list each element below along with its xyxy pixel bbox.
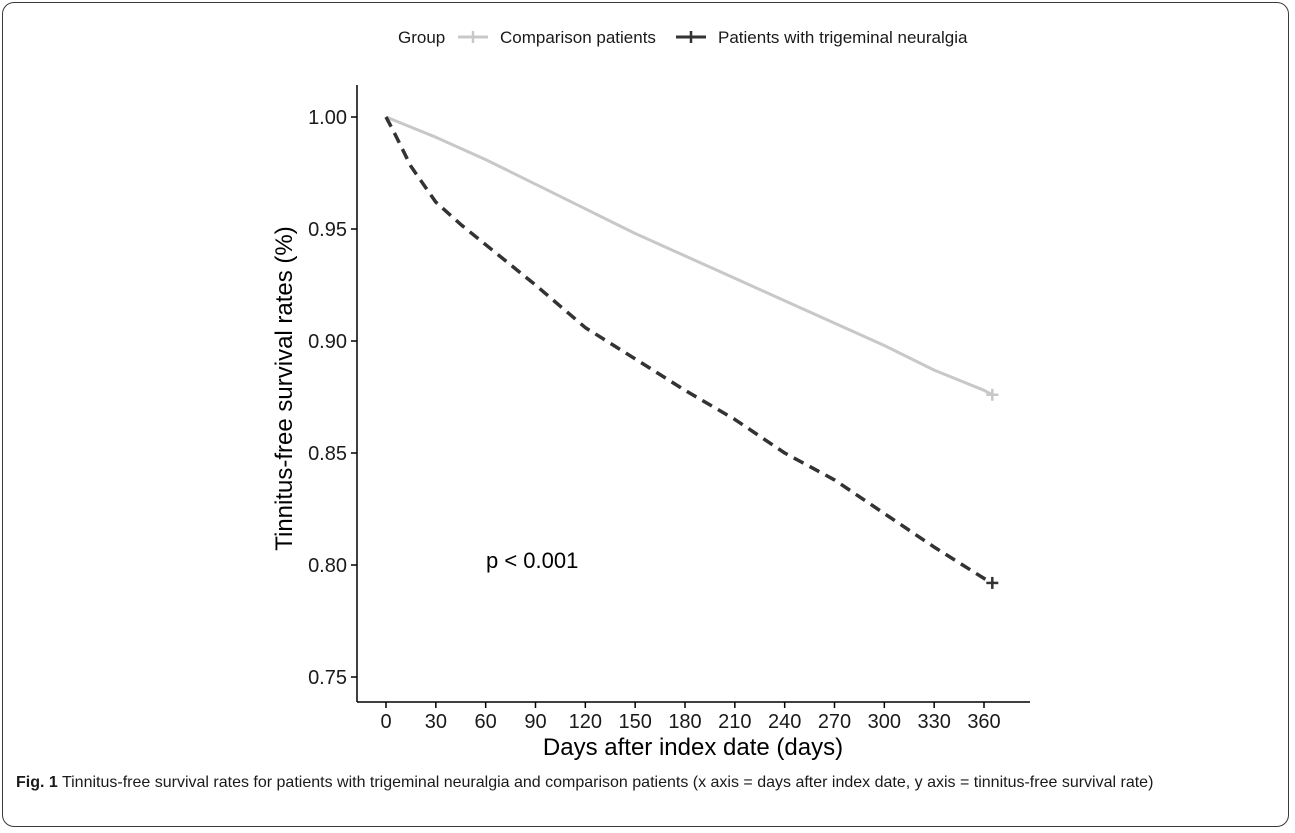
legend-label-2: Patients with trigeminal neuralgia (718, 28, 968, 47)
x-tick-label: 30 (425, 711, 447, 733)
x-tick-label: 60 (475, 711, 497, 733)
x-tick-label: 180 (668, 711, 701, 733)
x-tick-label: 330 (917, 711, 950, 733)
x-axis-title: Days after index date (days) (543, 734, 843, 761)
y-tick-label: 0.90 (308, 331, 347, 353)
survival-chart: Group Comparison patients Patients with tr… (271, 28, 1030, 761)
y-tick-label: 0.95 (308, 219, 347, 241)
y-tick-label: 1.00 (308, 107, 347, 129)
legend: Group Comparison patients Patients with tr… (398, 28, 968, 47)
figure-caption: Fig. 1 Tinnitus-free survival rates for … (16, 771, 1266, 794)
x-tick-label: 90 (524, 711, 546, 733)
x-tick-label: 210 (718, 711, 751, 733)
y-axis-title: Tinnitus-free survival rates (%) (271, 226, 298, 551)
p-value-annotation: p < 0.001 (486, 548, 578, 573)
x-tick-label: 150 (618, 711, 651, 733)
series-line-2 (384, 116, 994, 585)
x-tick-label: 240 (768, 711, 801, 733)
x-tick-label: 360 (967, 711, 1000, 733)
series-layer (384, 115, 999, 589)
x-tick-label: 0 (380, 711, 391, 733)
x-tick-label: 270 (818, 711, 851, 733)
caption-text: Tinnitus-free survival rates for patient… (57, 774, 1154, 791)
x-tick-label: 120 (569, 711, 602, 733)
legend-label-1: Comparison patients (500, 28, 656, 47)
series-line-1 (385, 115, 994, 397)
y-tick-label: 0.80 (308, 555, 347, 577)
y-tick-label: 0.85 (308, 443, 347, 465)
y-tick-label: 0.75 (308, 667, 347, 689)
caption-label: Fig. 1 (16, 774, 58, 791)
x-tick-label: 300 (868, 711, 901, 733)
legend-title: Group (398, 28, 445, 47)
axes: 0.75 0.80 0.85 0.90 0.95 1.00 0 30 60 90 120 150 180… (271, 85, 1030, 761)
